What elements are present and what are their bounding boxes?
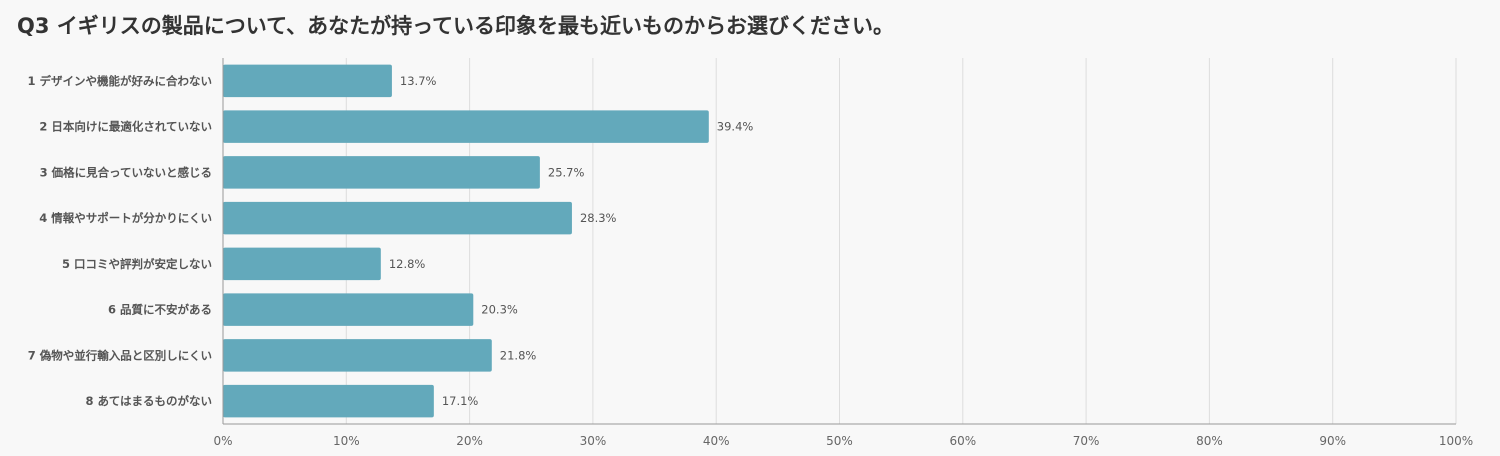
bar (223, 339, 492, 372)
category-label: 5 口コミや評判が安定しない (62, 257, 212, 271)
category-label: 6 品質に不安がある (108, 303, 212, 317)
chart-title: Q3 イギリスの製品について、あなたが持っている印象を最も近いものからお選びくだ… (17, 14, 895, 38)
x-tick-label: 0% (213, 434, 232, 448)
bar (223, 247, 381, 281)
x-tick-label: 10% (333, 434, 360, 448)
category-label: 8 あてはまるものがない (85, 394, 212, 408)
x-tick-label: 90% (1319, 434, 1346, 448)
x-tick-label: 100% (1439, 434, 1473, 448)
x-tick-label: 40% (703, 434, 730, 448)
data-label: 13.7% (400, 74, 437, 88)
bar (223, 156, 540, 189)
x-tick-label: 50% (826, 434, 853, 448)
bar (223, 64, 392, 98)
bar (223, 201, 572, 235)
data-label: 21.8% (500, 348, 537, 362)
x-tick-label: 80% (1196, 434, 1223, 448)
category-label: 4 情報やサポートが分かりにくい (39, 211, 212, 225)
category-label: 7 偽物や並行輸入品と区別しにくい (28, 348, 212, 362)
data-label: 39.4% (717, 120, 754, 134)
x-tick-label: 30% (580, 434, 607, 448)
x-tick-label: 60% (949, 434, 976, 448)
bar (223, 110, 709, 143)
data-label: 25.7% (548, 165, 585, 179)
data-label: 20.3% (481, 303, 518, 317)
data-label: 12.8% (389, 257, 426, 271)
category-label: 2 日本向けに最適化されていない (39, 120, 212, 134)
bar (223, 384, 434, 418)
category-label: 1 デザインや機能が好みに合わない (27, 74, 212, 88)
x-tick-label: 70% (1073, 434, 1100, 448)
bar (223, 293, 474, 326)
data-label: 28.3% (580, 211, 617, 225)
x-tick-label: 20% (456, 434, 483, 448)
data-label: 17.1% (442, 394, 479, 408)
category-label: 3 価格に見合っていないと感じる (40, 165, 212, 179)
